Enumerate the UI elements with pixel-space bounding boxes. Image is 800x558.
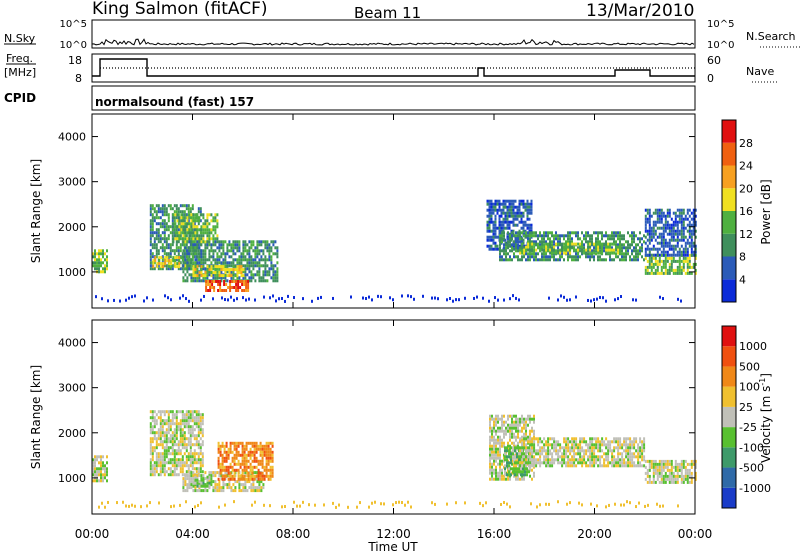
colorbar-segment [722, 427, 736, 447]
colorbar-segment [722, 346, 736, 366]
colorbar-tick-label: 500 [739, 360, 760, 373]
power-ylabel: Slant Range [km] [29, 159, 43, 263]
echo-region [218, 442, 274, 481]
nave-tick-bottom: 0 [707, 72, 714, 85]
colorbar-tick-label: 20 [739, 182, 753, 195]
near-range-scatter [98, 500, 679, 509]
power-echoes [92, 200, 697, 303]
echo-region [645, 460, 697, 484]
frequency-panel: Freq. [MHz] Nave 18 8 60 0 [4, 52, 778, 85]
xtick-label: 20:00 [577, 527, 612, 541]
colorbar-tick-label: 16 [739, 205, 753, 218]
freq-label: Freq. [6, 52, 33, 65]
colorbar-segment [722, 468, 736, 488]
velocity-echoes [92, 410, 697, 509]
velocity-panel: 4000 3000 2000 1000 Slant Range [km] 1000 50… [29, 320, 773, 514]
colorbar-tick-label: -1000 [739, 482, 771, 495]
xtick-label: 12:00 [376, 527, 411, 541]
colorbar-segment [722, 143, 736, 166]
ytick-label: 4000 [58, 131, 86, 144]
echo-region [92, 249, 108, 273]
cpid-label: CPID [4, 91, 36, 105]
colorbar-segment [722, 447, 736, 467]
ytick-label: 1000 [58, 472, 86, 485]
colorbar-tick-label: 8 [739, 251, 746, 264]
near-range-scatter [95, 294, 682, 303]
time-axis: 00:00 04:00 08:00 12:00 16:00 20:00 00:00 [75, 114, 713, 541]
power-colorbar: 28 24 20 16 12 8 4 [722, 120, 753, 302]
xtick-label: 00:00 [75, 527, 110, 541]
xtick-label: 04:00 [175, 527, 210, 541]
colorbar-segment [722, 407, 736, 427]
colorbar-segment [722, 234, 736, 257]
colorbar-tick-label: 100 [739, 381, 760, 394]
nsky-label: N.Sky [4, 32, 36, 45]
ytick-label: 2000 [58, 221, 86, 234]
ytick-label: 2000 [58, 427, 86, 440]
colorbar-tick-label: 24 [739, 160, 753, 173]
freq-tick-bottom: 8 [75, 72, 82, 85]
colorbar-segment [722, 279, 736, 302]
colorbar-segment [722, 366, 736, 386]
xtick-label: 00:00 [678, 527, 713, 541]
colorbar-tick-label: 25 [739, 401, 753, 414]
xaxis-label: Time UT [367, 540, 418, 554]
colorbar-tick-label: 12 [739, 228, 753, 241]
noise-tick-right-top: 10^5 [707, 19, 734, 30]
echo-region [172, 213, 218, 243]
station-title: King Salmon (fitACF) [92, 0, 268, 19]
noise-tick-left-bottom: 10^0 [60, 40, 87, 51]
colorbar-tick-label: -25 [739, 421, 757, 434]
noise-panel: N.Sky N.Search 10^5 10^0 10^5 10^0 [4, 19, 800, 51]
colorbar-tick-label: 4 [739, 273, 746, 286]
colorbar-segment [722, 188, 736, 211]
nave-tick-top: 60 [707, 54, 721, 67]
colorbar-segment [722, 211, 736, 234]
velocity-ylabel: Slant Range [km] [29, 365, 43, 469]
colorbar-segment [722, 166, 736, 189]
power-panel: 4000 3000 2000 1000 Slant Range [km] 28 24 20… [29, 114, 773, 308]
noise-tick-right-bottom: 10^0 [707, 40, 734, 51]
xtick-label: 08:00 [276, 527, 311, 541]
xtick-label: 16:00 [477, 527, 512, 541]
beam-title: Beam 11 [354, 4, 421, 22]
ytick-label: 1000 [58, 266, 86, 279]
velocity-colorbar-label: Velocity [m s-1] [758, 373, 773, 463]
colorbar-segment [722, 257, 736, 280]
cpid-panel: CPID normalsound (fast) 157 [4, 86, 695, 110]
colorbar-segment [722, 488, 736, 508]
noise-tick-left-top: 10^5 [60, 19, 87, 30]
freq-tick-top: 18 [68, 54, 82, 67]
nave-label: Nave [746, 65, 774, 78]
colorbar-tick-label: 1000 [739, 340, 767, 353]
echo-region [150, 410, 204, 476]
colorbar-segment [722, 120, 736, 143]
ytick-label: 3000 [58, 382, 86, 395]
nsearch-label: N.Search [746, 30, 796, 43]
colorbar-segment [722, 387, 736, 407]
date-title: 13/Mar/2010 [586, 1, 694, 21]
noise-sky-trace [92, 39, 694, 46]
echo-region [519, 437, 645, 467]
echo-region [645, 209, 697, 257]
freq-unit-label: [MHz] [4, 66, 36, 79]
colorbar-tick-label: 28 [739, 137, 753, 150]
colorbar-segment [722, 326, 736, 346]
power-colorbar-label: Power [dB] [759, 179, 773, 244]
ytick-label: 3000 [58, 176, 86, 189]
ytick-label: 4000 [58, 337, 86, 350]
cpid-value: normalsound (fast) 157 [95, 95, 254, 109]
